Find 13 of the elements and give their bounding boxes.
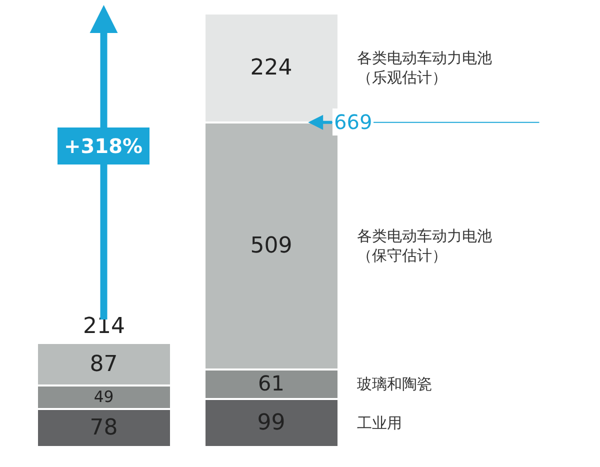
data-label: 61 xyxy=(258,371,284,396)
data-label: 224 xyxy=(250,56,292,81)
series-label: 各类电动车动力电池（乐观估计） xyxy=(357,49,492,86)
data-label: 509 xyxy=(250,233,292,258)
data-label: 78 xyxy=(90,416,118,441)
series-label: 各类电动车动力电池（保守估计） xyxy=(357,227,492,264)
data-label: 87 xyxy=(90,352,118,377)
data-label: 49 xyxy=(94,386,114,406)
annotation: +318% xyxy=(64,134,143,158)
series-label: 玻璃和陶瓷 xyxy=(357,375,432,393)
ref-line-label: 669 xyxy=(334,110,372,134)
series-label: 工业用 xyxy=(357,414,402,432)
data-label: 99 xyxy=(257,410,286,436)
